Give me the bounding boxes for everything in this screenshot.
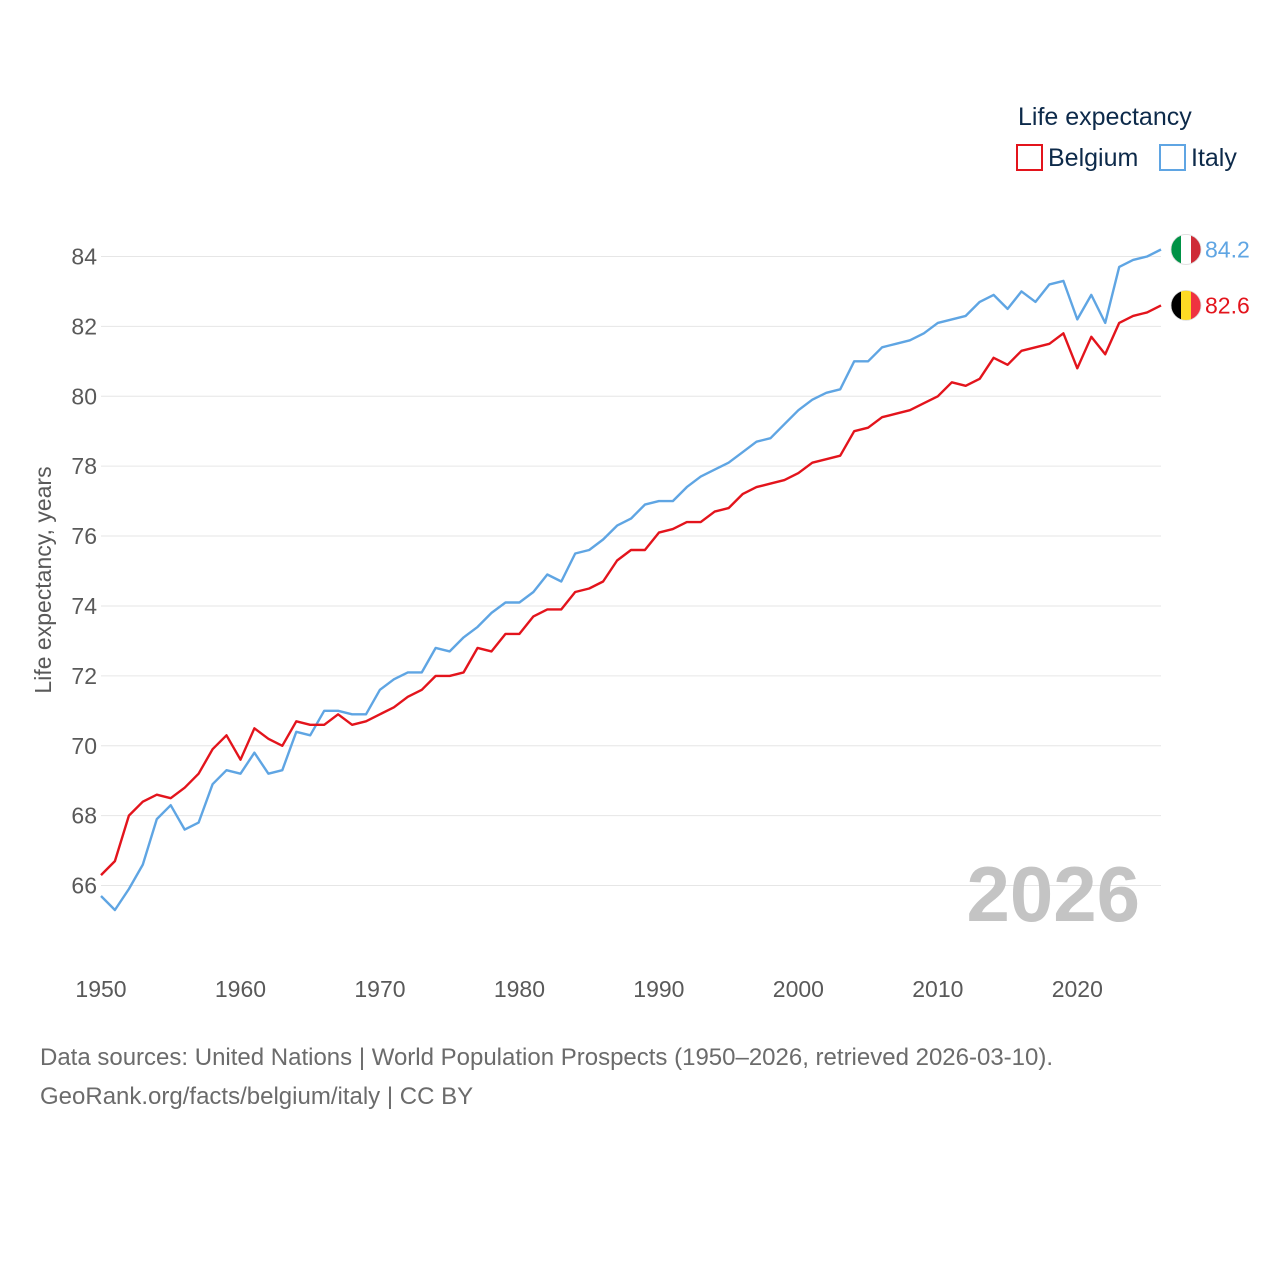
x-tick-label: 2000 [773,976,824,1002]
flag-belgium-icon [1170,289,1202,321]
x-axis-ticks: 1950 1960 1970 1980 1990 2000 2010 2020 [75,976,1102,1002]
life-expectancy-chart: 66 68 70 72 74 76 78 80 82 84 1950 1960 1970 1980 199… [30,103,1250,1002]
y-axis-ticks: 66 68 70 72 74 76 78 80 82 84 [71,243,97,898]
x-tick-label: 2010 [912,976,963,1002]
end-value-belgium: 82.6 [1205,292,1250,318]
series-endpoints: 82.6 84.2 [1170,234,1250,321]
legend-swatch-belgium [1016,144,1043,171]
y-tick-label: 76 [71,523,97,549]
flag-italy-icon [1170,234,1202,265]
legend-item-italy[interactable]: Italy [1159,144,1237,172]
series-lines [100,248,1162,912]
y-tick-label: 82 [71,313,97,339]
series-line-italy[interactable] [100,248,1162,912]
y-tick-label: 74 [71,593,97,619]
y-tick-label: 72 [71,663,97,689]
year-watermark: 2026 [966,850,1140,938]
x-tick-label: 2020 [1052,976,1103,1002]
y-tick-label: 70 [71,733,97,759]
y-tick-label: 78 [71,453,97,479]
legend-item-belgium[interactable]: Belgium [1016,144,1138,172]
gridlines [101,255,1161,887]
y-tick-label: 68 [71,803,97,829]
legend-swatch-italy [1159,144,1186,171]
y-axis-label: Life expectancy, years [30,466,56,693]
data-source-note: Data sources: United Nations | World Pop… [40,1044,1054,1071]
y-tick-label: 66 [71,873,97,899]
legend-label-belgium: Belgium [1048,144,1138,172]
x-tick-label: 1960 [215,976,266,1002]
x-tick-label: 1980 [494,976,545,1002]
y-tick-label: 84 [71,243,97,269]
source-credit-link[interactable]: GeoRank.org/facts/belgium/italy | CC BY [40,1083,474,1110]
legend-title: Life expectancy [1018,103,1192,131]
series-line-belgium[interactable] [100,304,1162,876]
x-tick-label: 1970 [354,976,405,1002]
end-value-italy: 84.2 [1205,236,1250,262]
legend: Life expectancy Belgium Italy [1016,103,1237,172]
x-tick-label: 1990 [633,976,684,1002]
x-tick-label: 1950 [75,976,126,1002]
y-tick-label: 80 [71,383,97,409]
legend-label-italy: Italy [1191,144,1237,172]
